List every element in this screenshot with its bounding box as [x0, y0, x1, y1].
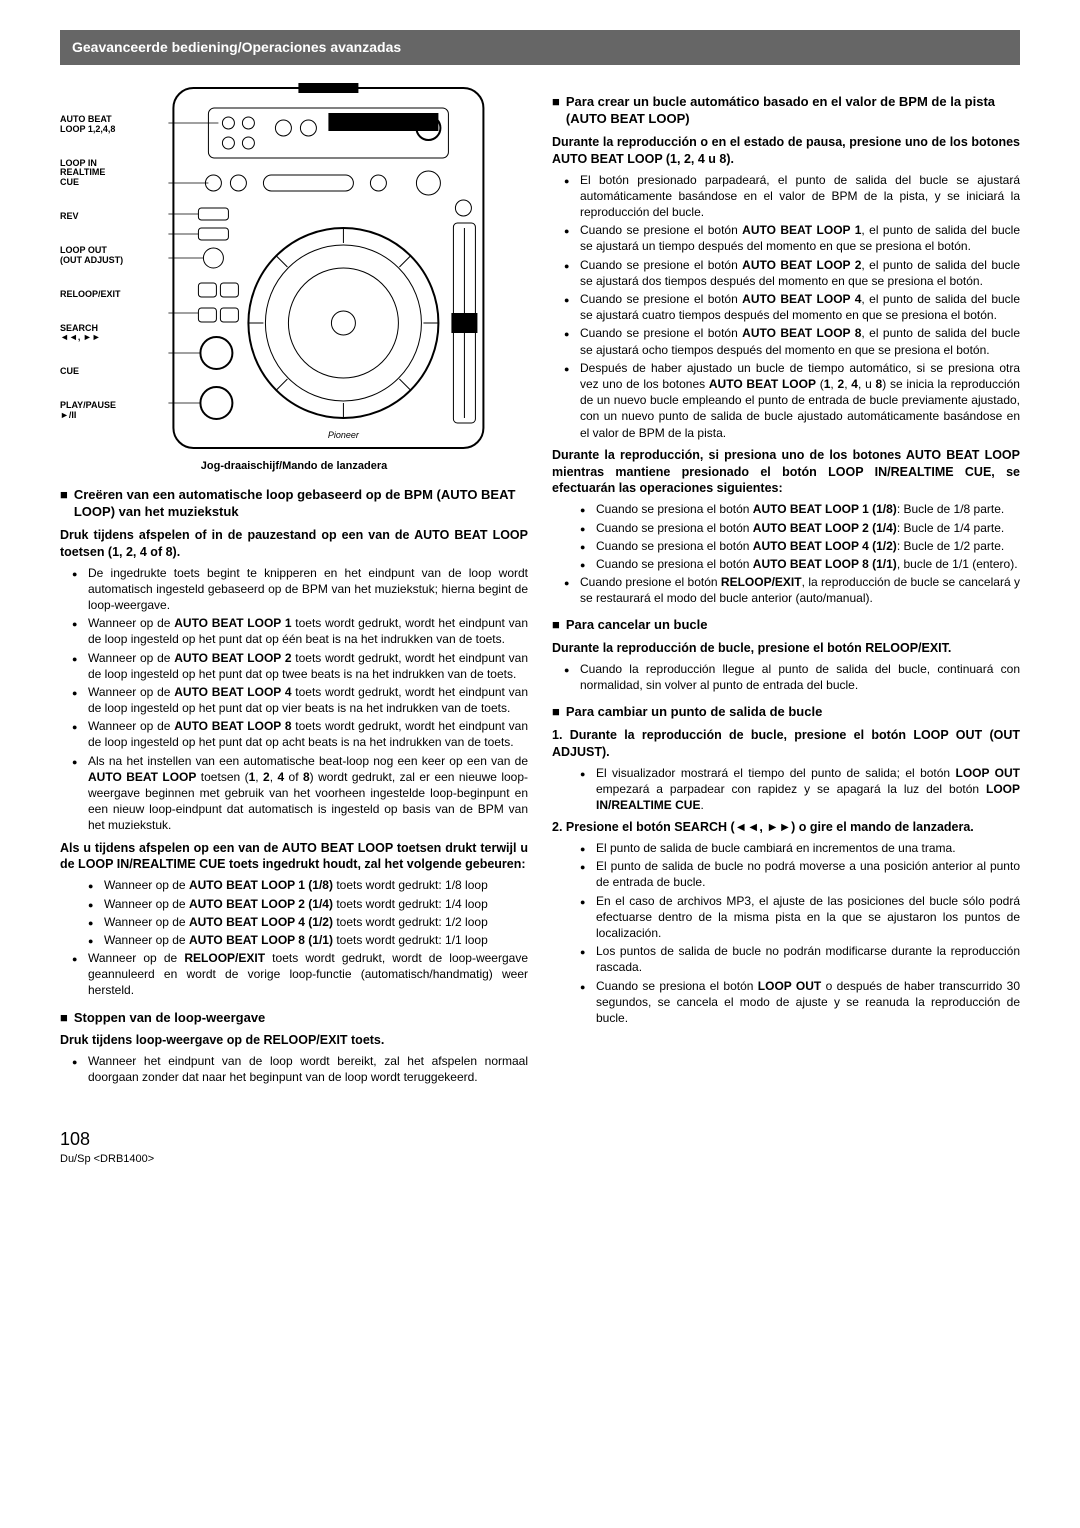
list-item: El punto de salida de bucle no podrá mov…: [596, 858, 1020, 890]
left-list-1: De ingedrukte toets begint te knipperen …: [60, 565, 528, 834]
left-column: AUTO BEAT LOOP 1,2,4,8 LOOP IN REALTIME …: [60, 83, 528, 1088]
cdj-device-icon: Pioneer: [129, 83, 528, 453]
left-heading-1: ■ Creëren van een automatische loop geba…: [60, 486, 528, 521]
label-search: SEARCH ◄◄, ►►: [60, 324, 123, 344]
list-item: Cuando se presiona el botón AUTO BEAT LO…: [596, 556, 1020, 572]
label-reloop: RELOOP/EXIT: [60, 290, 123, 300]
label-rev: REV: [60, 212, 123, 222]
list-item: Cuando se presione el botón AUTO BEAT LO…: [580, 325, 1020, 357]
diagram-caption: Jog-draaischijf/Mando de lanzadera: [60, 459, 528, 474]
right-step-2: 2. Presione el botón SEARCH (◄◄, ►►) o g…: [552, 819, 1020, 836]
list-item: Cuando presione el botón RELOOP/EXIT, la…: [580, 574, 1020, 606]
left-list-3: Wanneer het eindpunt van de loop wordt b…: [60, 1053, 528, 1085]
bullet-icon: ■: [60, 486, 68, 521]
list-item: Wanneer op de AUTO BEAT LOOP 2 toets wor…: [88, 650, 528, 682]
list-item: Wanneer op de RELOOP/EXIT toets wordt ge…: [88, 950, 528, 999]
left-heading-2: ■ Stoppen van de loop-weergave: [60, 1009, 528, 1027]
diagram-button-labels: AUTO BEAT LOOP 1,2,4,8 LOOP IN REALTIME …: [60, 83, 123, 453]
right-heading-1: ■ Para crear un bucle automático basado …: [552, 93, 1020, 128]
list-item: El visualizador mostrará el tiempo del p…: [596, 765, 1020, 814]
list-item: Wanneer op de AUTO BEAT LOOP 2 (1/4) toe…: [104, 896, 528, 912]
list-item: Als na het instellen van een automatisch…: [88, 753, 528, 834]
label-play: PLAY/PAUSE ►/II: [60, 401, 123, 421]
right-sub-2: Durante la reproducción, si presiona uno…: [552, 447, 1020, 498]
right-sub-1: Durante la reproducción o en el estado d…: [552, 134, 1020, 168]
list-item: De ingedrukte toets begint te knipperen …: [88, 565, 528, 614]
list-item: Cuando se presione el botón AUTO BEAT LO…: [580, 257, 1020, 289]
list-item: Wanneer op de AUTO BEAT LOOP 4 (1/2) toe…: [104, 914, 528, 930]
list-item: Cuando se presiona el botón AUTO BEAT LO…: [596, 520, 1020, 536]
section-header: Geavanceerde bediening/Operaciones avanz…: [60, 30, 1020, 65]
page-footer: 108 Du/Sp <DRB1400>: [60, 1127, 1020, 1166]
label-cue: CUE: [60, 367, 123, 377]
list-item: Cuando la reproducción llegue al punto d…: [580, 661, 1020, 693]
device-diagram: AUTO BEAT LOOP 1,2,4,8 LOOP IN REALTIME …: [60, 83, 528, 474]
list-item: Wanneer het eindpunt van de loop wordt b…: [88, 1053, 528, 1085]
list-item: El punto de salida de bucle cambiará en …: [596, 840, 1020, 856]
right-sub-3: Durante la reproducción de bucle, presio…: [552, 640, 1020, 657]
list-item: Los puntos de salida de bucle no podrán …: [596, 943, 1020, 975]
bullet-icon: ■: [552, 616, 560, 634]
list-item: Wanneer op de AUTO BEAT LOOP 8 (1/1) toe…: [104, 932, 528, 948]
right-column: ■ Para crear un bucle automático basado …: [552, 83, 1020, 1088]
page-number: 108: [60, 1127, 1020, 1151]
list-item: Wanneer op de AUTO BEAT LOOP 1 (1/8) toe…: [104, 877, 528, 893]
right-list-4: El visualizador mostrará el tiempo del p…: [552, 765, 1020, 814]
right-heading-2: ■ Para cancelar un bucle: [552, 616, 1020, 634]
list-item: Wanneer op de AUTO BEAT LOOP 4 toets wor…: [88, 684, 528, 716]
right-list-2b: Cuando presione el botón RELOOP/EXIT, la…: [552, 574, 1020, 606]
list-item: En el caso de archivos MP3, el ajuste de…: [596, 893, 1020, 942]
right-list-2: Cuando se presiona el botón AUTO BEAT LO…: [552, 501, 1020, 572]
left-sub-2: Als u tijdens afspelen op een van de AUT…: [60, 840, 528, 874]
right-list-5: El punto de salida de bucle cambiará en …: [552, 840, 1020, 1026]
right-heading-3: ■ Para cambiar un punto de salida de buc…: [552, 703, 1020, 721]
list-item: Wanneer op de AUTO BEAT LOOP 1 toets wor…: [88, 615, 528, 647]
bullet-icon: ■: [552, 703, 560, 721]
list-item: El botón presionado parpadeará, el punto…: [580, 172, 1020, 221]
left-sub-1: Druk tijdens afspelen of in de pauzestan…: [60, 527, 528, 561]
svg-text:Pioneer: Pioneer: [328, 430, 360, 440]
label-loop-out: LOOP OUT (OUT ADJUST): [60, 246, 123, 266]
right-list-3: Cuando la reproducción llegue al punto d…: [552, 661, 1020, 693]
list-item: Cuando se presiona el botón LOOP OUT o d…: [596, 978, 1020, 1027]
list-item: Después de haber ajustado un bucle de ti…: [580, 360, 1020, 441]
left-list-2b: Wanneer op de RELOOP/EXIT toets wordt ge…: [60, 950, 528, 999]
label-auto-beat: AUTO BEAT LOOP 1,2,4,8: [60, 115, 123, 135]
bullet-icon: ■: [60, 1009, 68, 1027]
left-list-2: Wanneer op de AUTO BEAT LOOP 1 (1/8) toe…: [60, 877, 528, 948]
left-sub-3: Druk tijdens loop-weergave op de RELOOP/…: [60, 1032, 528, 1049]
list-item: Cuando se presiona el botón AUTO BEAT LO…: [596, 501, 1020, 517]
list-item: Cuando se presione el botón AUTO BEAT LO…: [580, 291, 1020, 323]
right-step-1: 1. Durante la reproducción de bucle, pre…: [552, 727, 1020, 761]
bullet-icon: ■: [552, 93, 560, 128]
list-item: Cuando se presione el botón AUTO BEAT LO…: [580, 222, 1020, 254]
list-item: Wanneer op de AUTO BEAT LOOP 8 toets wor…: [88, 718, 528, 750]
doc-reference: Du/Sp <DRB1400>: [60, 1152, 1020, 1167]
right-list-1: El botón presionado parpadeará, el punto…: [552, 172, 1020, 441]
list-item: Cuando se presiona el botón AUTO BEAT LO…: [596, 538, 1020, 554]
label-loop-in: LOOP IN REALTIME CUE: [60, 159, 123, 189]
